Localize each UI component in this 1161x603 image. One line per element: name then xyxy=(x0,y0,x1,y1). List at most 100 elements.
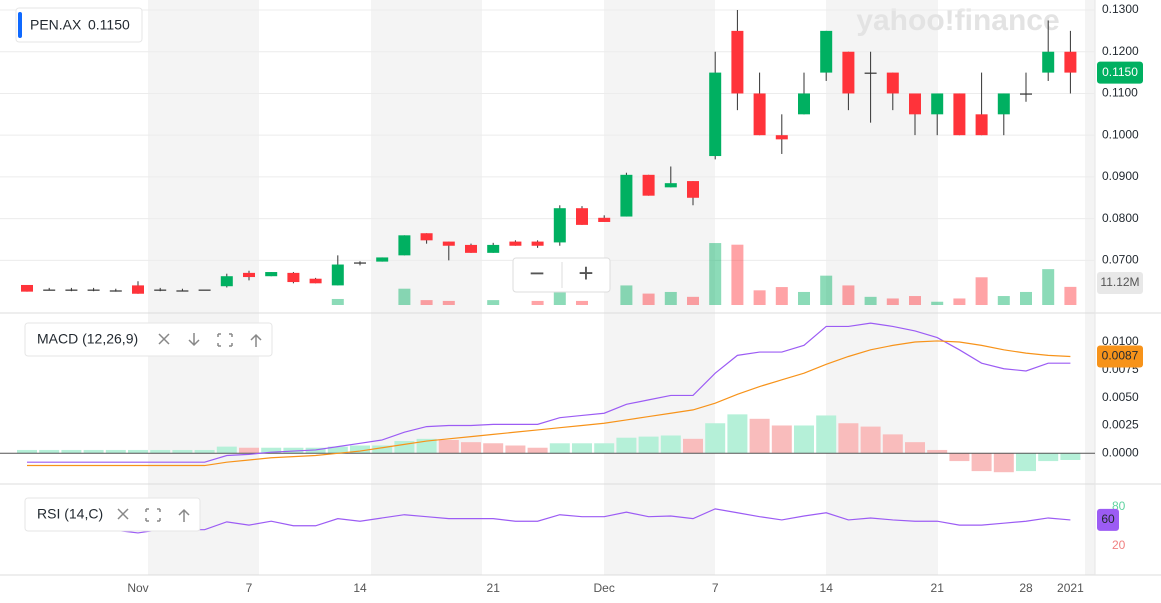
x-tick-label: 14 xyxy=(353,581,367,595)
histogram-bar xyxy=(549,443,570,454)
candle-body xyxy=(1020,93,1032,95)
candle-body xyxy=(309,278,322,284)
candle-body xyxy=(798,93,810,115)
candle-body xyxy=(775,135,788,140)
candle-body xyxy=(842,51,855,94)
histogram-bar xyxy=(194,449,215,454)
candle-body xyxy=(354,262,366,264)
candle-body xyxy=(243,272,255,278)
candle-body xyxy=(975,114,988,136)
candle-body xyxy=(442,241,455,246)
y-tick-label: 0.0025 xyxy=(1102,418,1139,432)
watermark: yahoo!finance xyxy=(856,4,1059,37)
histogram-bar xyxy=(239,447,259,454)
volume-bar xyxy=(1042,269,1055,305)
candle-body xyxy=(1064,51,1077,73)
histogram-bar xyxy=(993,453,1014,473)
up-icon[interactable] xyxy=(250,333,262,347)
histogram-bar xyxy=(150,449,171,454)
x-tick-label: 21 xyxy=(487,581,501,595)
indicator-icons[interactable] xyxy=(117,508,190,522)
histogram-bar xyxy=(727,414,748,454)
candle-body xyxy=(753,93,766,136)
histogram-bar xyxy=(905,442,925,454)
volume-bar xyxy=(909,296,921,305)
candle-body xyxy=(553,208,566,243)
volume-bar xyxy=(753,290,766,305)
volume-bar xyxy=(997,296,1010,305)
volume-bar xyxy=(664,291,677,305)
rsi-line xyxy=(26,508,1071,534)
expand-icon[interactable] xyxy=(217,333,233,347)
volume-bar xyxy=(975,277,988,305)
candle-body xyxy=(398,235,411,256)
volume-bar xyxy=(687,296,699,305)
volume-bar xyxy=(820,275,833,305)
legend-box xyxy=(15,7,143,43)
candle-body xyxy=(664,183,677,188)
x-tick-label: 7 xyxy=(246,581,253,595)
histogram-bar xyxy=(416,438,437,454)
histogram-bar xyxy=(860,426,881,454)
candle-body xyxy=(886,72,899,94)
x-tick-label: Nov xyxy=(127,581,148,595)
up-icon[interactable] xyxy=(178,508,190,522)
volume-bar xyxy=(1020,291,1032,305)
histogram-bar xyxy=(438,439,459,454)
candle-body xyxy=(87,289,100,291)
legend-box xyxy=(24,322,273,357)
volume-bar xyxy=(442,300,455,305)
histogram-bar xyxy=(572,443,592,454)
volume-bar xyxy=(864,296,877,305)
candle-body xyxy=(620,174,633,217)
volume-bar xyxy=(709,243,722,305)
volume-bar xyxy=(1064,286,1077,305)
histogram-bar xyxy=(816,415,837,454)
y-tick-label: 0.0050 xyxy=(1102,390,1139,404)
candle-body xyxy=(331,264,344,286)
legend-marker xyxy=(18,12,22,38)
remove-icon[interactable] xyxy=(158,333,170,345)
histogram-bar xyxy=(372,445,393,454)
volume-bar xyxy=(731,244,744,305)
value-badge xyxy=(1097,345,1143,368)
remove-icon[interactable] xyxy=(117,508,129,520)
histogram-bar xyxy=(172,449,193,454)
expand-icon[interactable] xyxy=(145,508,161,522)
volume-bar xyxy=(642,293,655,305)
candle-body xyxy=(198,289,211,291)
macd-line xyxy=(27,322,1071,463)
zoom-out-button[interactable]: − xyxy=(529,258,544,288)
candle-body xyxy=(864,72,877,74)
down-icon[interactable] xyxy=(188,333,200,347)
volume-bar xyxy=(487,300,500,305)
histogram-bar xyxy=(483,443,504,454)
volume-bar xyxy=(953,298,966,305)
rsi-title: RSI (14,C) xyxy=(37,506,103,522)
histogram-bar xyxy=(927,449,948,454)
candle-body xyxy=(709,72,722,157)
candle-body xyxy=(909,93,921,115)
value-badge xyxy=(1097,61,1143,84)
y-tick-label: 0.1000 xyxy=(1102,127,1139,141)
histogram-bar xyxy=(527,447,548,454)
week-shading xyxy=(148,0,1095,575)
zoom-in-button[interactable]: + xyxy=(578,258,593,288)
macd-title: MACD (12,26,9) xyxy=(37,331,138,347)
histogram-bar xyxy=(261,447,282,454)
histogram-bar xyxy=(638,436,659,454)
histogram-bar xyxy=(216,446,237,454)
candle-body xyxy=(65,289,78,291)
candle-body xyxy=(287,272,300,283)
histogram-bar xyxy=(128,449,148,454)
shade xyxy=(148,0,259,575)
y-tick-label: 0.0800 xyxy=(1102,211,1139,225)
candle-body xyxy=(642,174,655,196)
last-price: 0.1150 xyxy=(88,17,130,33)
candle-body xyxy=(487,244,500,253)
candle-body xyxy=(576,208,588,225)
histogram-bar xyxy=(882,434,903,454)
indicator-icons[interactable] xyxy=(158,333,262,347)
value-badge-label: 0.0087 xyxy=(1102,349,1139,363)
